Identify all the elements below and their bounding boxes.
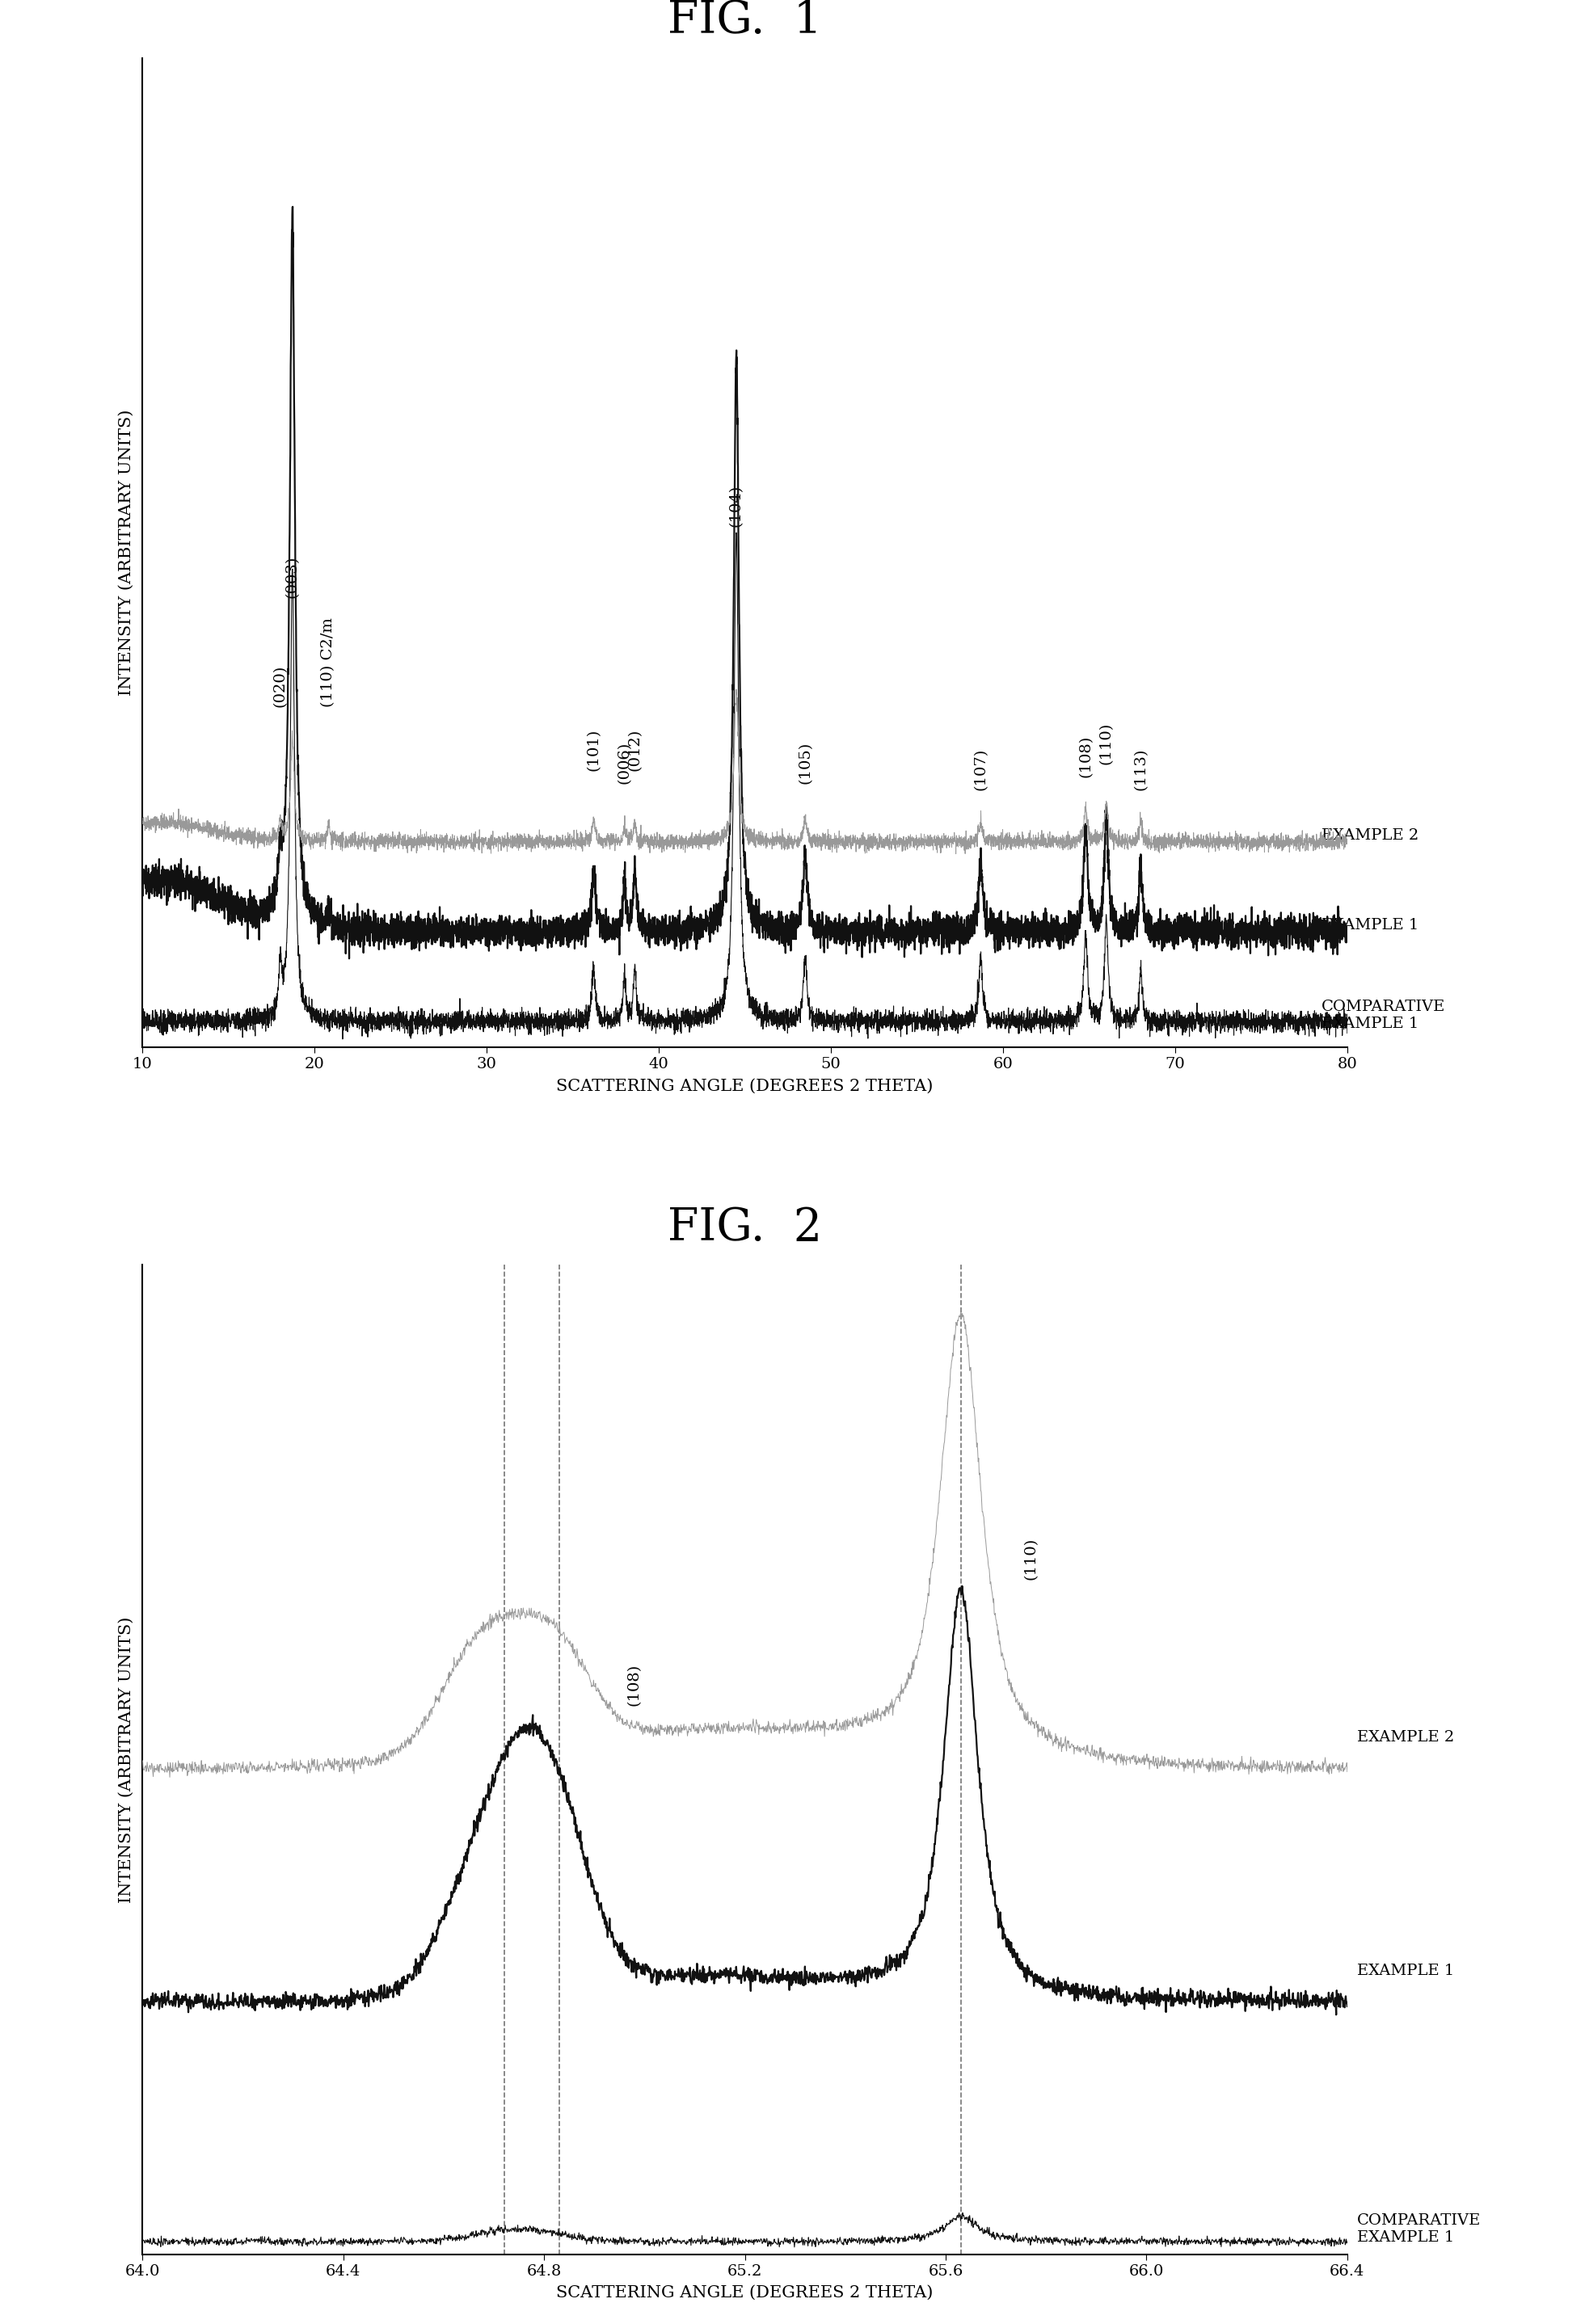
Text: (105): (105) — [797, 741, 813, 783]
Text: (104): (104) — [729, 486, 743, 528]
Text: EXAMPLE 2: EXAMPLE 2 — [1322, 827, 1419, 844]
X-axis label: SCATTERING ANGLE (DEGREES 2 THETA): SCATTERING ANGLE (DEGREES 2 THETA) — [556, 2284, 934, 2301]
Text: (012): (012) — [628, 730, 642, 772]
Text: EXAMPLE 1: EXAMPLE 1 — [1322, 918, 1419, 932]
Text: (108): (108) — [628, 1664, 642, 1706]
Title: FIG.  2: FIG. 2 — [667, 1206, 823, 1250]
Text: (107): (107) — [973, 748, 987, 790]
Text: (006): (006) — [617, 741, 632, 783]
Title: FIG.  1: FIG. 1 — [667, 0, 823, 44]
Text: (020): (020) — [273, 665, 287, 706]
X-axis label: SCATTERING ANGLE (DEGREES 2 THETA): SCATTERING ANGLE (DEGREES 2 THETA) — [556, 1078, 934, 1095]
Y-axis label: INTENSITY (ARBITRARY UNITS): INTENSITY (ARBITRARY UNITS) — [119, 409, 133, 695]
Text: (110): (110) — [1098, 723, 1114, 765]
Text: (003): (003) — [285, 555, 300, 597]
Text: (113): (113) — [1133, 748, 1148, 790]
Text: EXAMPLE 1: EXAMPLE 1 — [1357, 1964, 1455, 1978]
Text: COMPARATIVE
EXAMPLE 1: COMPARATIVE EXAMPLE 1 — [1357, 2212, 1480, 2245]
Text: (101): (101) — [586, 730, 601, 772]
Text: EXAMPLE 2: EXAMPLE 2 — [1357, 1731, 1455, 1745]
Text: (108): (108) — [1078, 734, 1094, 779]
Text: (110) C2/m: (110) C2/m — [322, 618, 336, 706]
Y-axis label: INTENSITY (ARBITRARY UNITS): INTENSITY (ARBITRARY UNITS) — [119, 1618, 133, 1903]
Text: COMPARATIVE
EXAMPLE 1: COMPARATIVE EXAMPLE 1 — [1322, 999, 1446, 1032]
Text: (110): (110) — [1024, 1538, 1038, 1580]
